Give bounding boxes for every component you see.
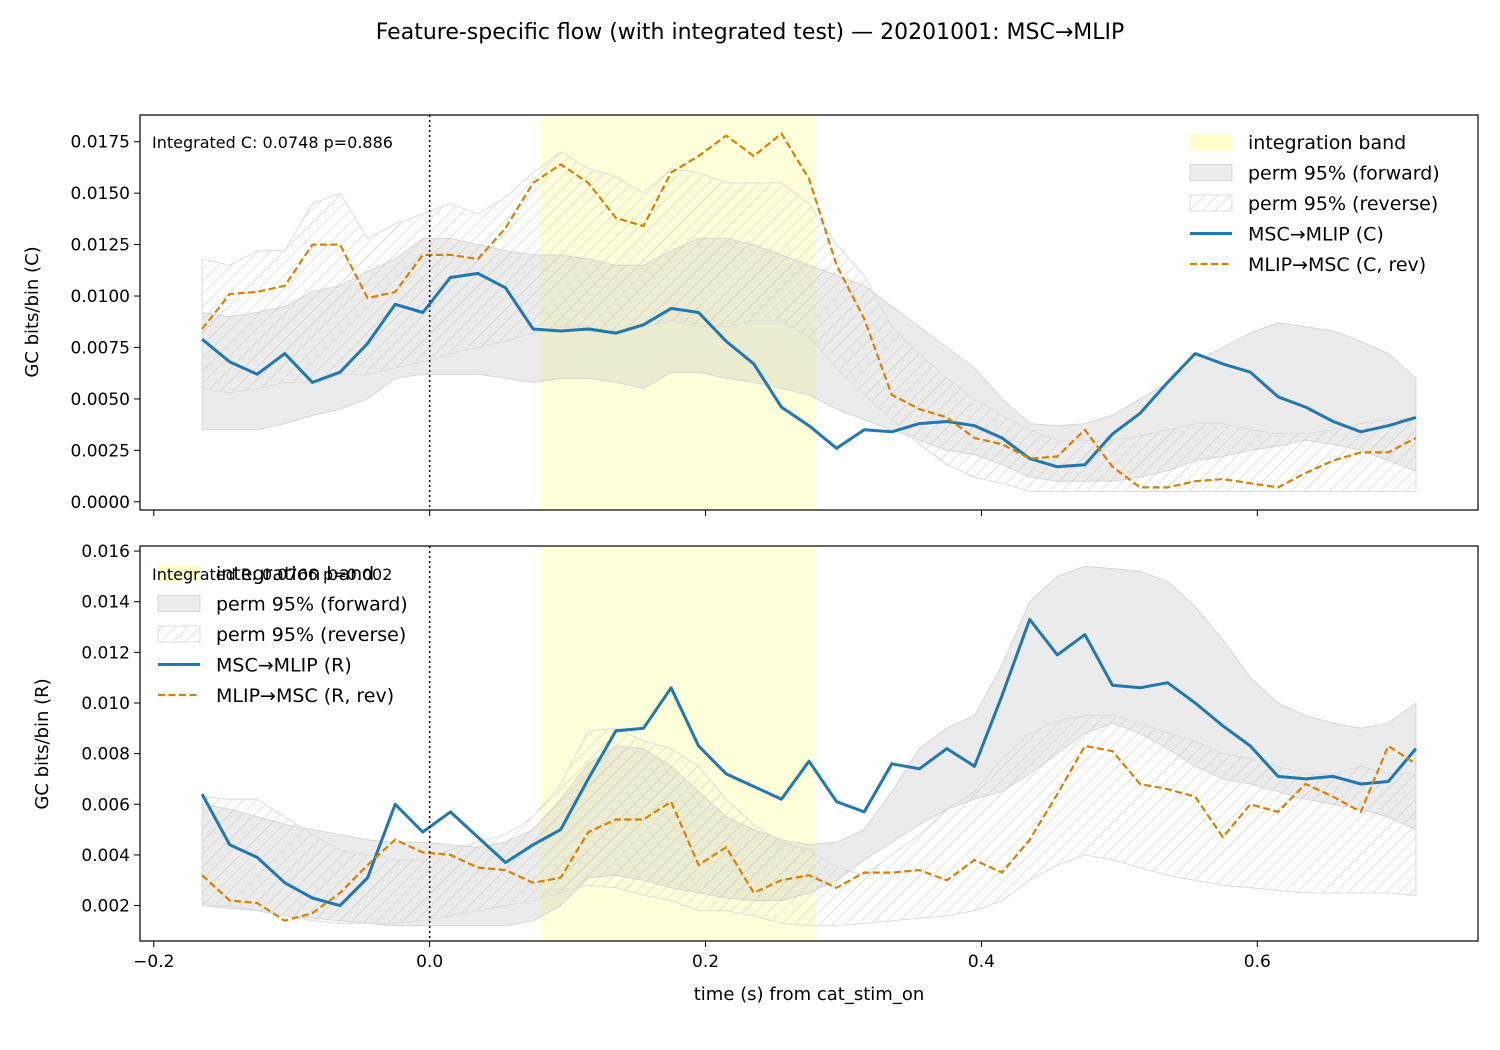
legend-label-fwd-c: MSC→MLIP (C) [1248, 224, 1384, 246]
annotation-c: Integrated C: 0.0748 p=0.886 [152, 133, 393, 152]
xtick-label: 0.2 [692, 952, 719, 972]
legend-label-pf-r: perm 95% (forward) [216, 594, 408, 616]
ylabel-c: GC bits/bin (C) [22, 246, 43, 377]
ytick-label-r: 0.004 [81, 846, 130, 866]
ytick-label-c: 0.0150 [71, 184, 130, 204]
ytick-label-c: 0.0100 [71, 287, 130, 307]
legend-label-rev-r: MLIP→MSC (R, rev) [216, 685, 394, 707]
legend-label-fwd-r: MSC→MLIP (R) [216, 655, 352, 677]
xlabel: time (s) from cat_stim_on [694, 984, 925, 1005]
perm-reverse-band-r [201, 715, 1417, 927]
legend-swatch-band-c [1190, 134, 1232, 150]
legend-swatch-pf-c [1189, 164, 1233, 181]
legend-swatch-band-r [158, 565, 200, 581]
axes-frame-r [139, 545, 1479, 942]
figure-title: Feature-specific flow (with integrated t… [376, 20, 1125, 45]
legend-c: integration band perm 95% (forward) perm 9… [1189, 132, 1440, 276]
annotation-r: Integrated R: 0.0766 p=0.002 [152, 565, 392, 584]
legend-label-band-c: integration band [1248, 132, 1406, 154]
legend-label-band-r: integration band [216, 563, 374, 585]
legend-r: integration band perm 95% (forward) perm 9… [157, 563, 408, 707]
reverse-line-c [201, 132, 1417, 489]
ytick-label-r: 0.010 [81, 694, 130, 714]
legend-label-pf-c: perm 95% (forward) [1248, 163, 1440, 185]
panel-c: 0.0000 0.0025 0.0050 0.0075 0.0100 0.0125 0.01… [22, 114, 1479, 516]
forward-line-c [201, 271, 1417, 469]
reverse-line-r [201, 744, 1417, 922]
xtick-label: 0.4 [968, 952, 995, 972]
legend-label-rev-c: MLIP→MSC (C, rev) [1248, 254, 1426, 276]
ytick-label-c: 0.0050 [71, 390, 130, 410]
ytick-label-c: 0.0175 [71, 133, 130, 153]
ytick-label-c: 0.0025 [71, 441, 130, 461]
legend-label-pr-c: perm 95% (reverse) [1248, 193, 1438, 215]
ytick-label-r: 0.012 [81, 643, 130, 663]
perm-reverse-band-c [201, 151, 1417, 492]
ytick-label-c: 0.0000 [71, 493, 130, 513]
ylabel-r: GC bits/bin (R) [32, 678, 53, 809]
legend-swatch-pr-c [1189, 194, 1233, 212]
legend-label-pr-r: perm 95% (reverse) [216, 624, 406, 646]
ytick-label-r: 0.008 [81, 745, 130, 765]
forward-line-r [200, 617, 1418, 908]
ytick-label-r: 0.016 [81, 542, 130, 562]
xtick-label: −0.2 [133, 952, 174, 972]
xtick-label: 0.0 [416, 952, 443, 972]
ytick-label-r: 0.006 [81, 795, 130, 815]
ytick-label-c: 0.0125 [71, 236, 130, 256]
axes-frame-c [139, 114, 1479, 511]
panel-r: 0.002 0.004 0.006 0.008 0.010 0.012 0.014 0.016… [32, 542, 1479, 972]
legend-swatch-pr-r [157, 625, 201, 643]
xtick-label: 0.6 [1244, 952, 1271, 972]
ytick-label-r: 0.014 [81, 593, 130, 613]
ytick-label-r: 0.002 [81, 897, 130, 917]
legend-swatch-pf-r [157, 595, 201, 612]
ytick-label-c: 0.0075 [71, 338, 130, 358]
